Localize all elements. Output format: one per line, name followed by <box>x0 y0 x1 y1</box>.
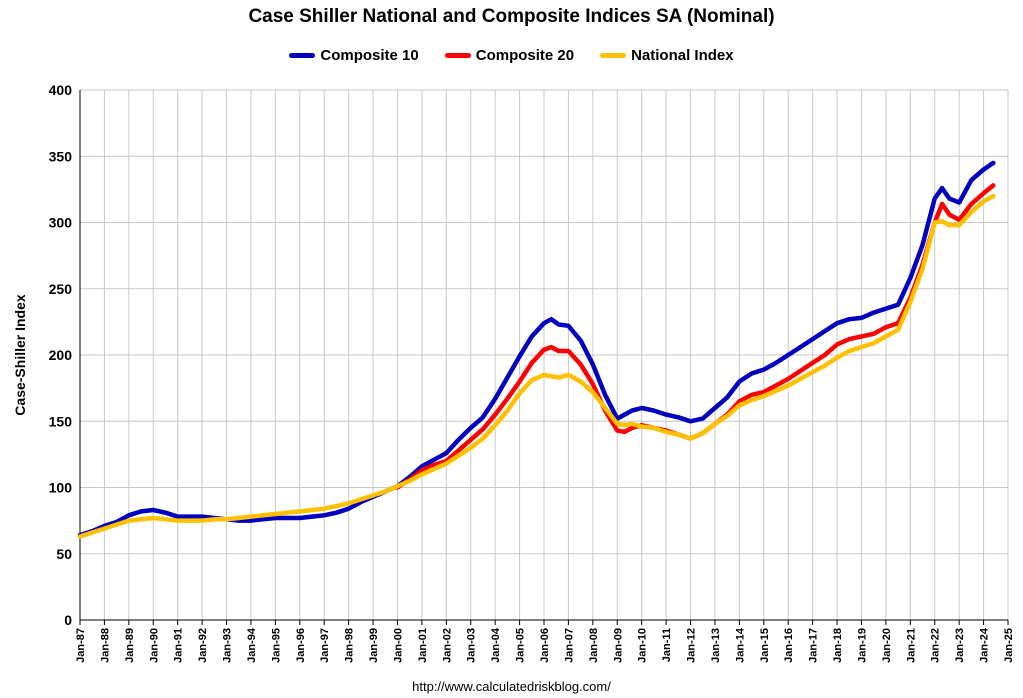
y-tick-label: 0 <box>64 612 72 628</box>
x-tick-label: Jan-07 <box>563 628 575 663</box>
x-tick-label: Jan-00 <box>392 628 404 663</box>
x-tick-label: Jan-91 <box>173 628 185 663</box>
source-url: http://www.calculatedriskblog.com/ <box>412 679 611 694</box>
legend-label-composite-20: Composite 20 <box>475 47 575 64</box>
legend-swatch-composite-10 <box>289 53 316 58</box>
series-line-national-index <box>77 193 996 539</box>
legend-label-composite-10: Composite 10 <box>320 47 419 64</box>
x-tick-label: Jan-21 <box>905 628 917 663</box>
legend-item-national-index: National Index <box>600 47 734 64</box>
x-tick-label: Jan-14 <box>734 627 746 663</box>
x-tick-label: Jan-12 <box>686 628 698 663</box>
x-tick-label: Jan-97 <box>319 628 331 663</box>
x-tick-label: Jan-20 <box>881 628 893 663</box>
y-tick-label: 50 <box>56 546 72 562</box>
x-tick-label: Jan-03 <box>466 628 478 663</box>
x-tick-label: Jan-17 <box>808 628 820 663</box>
x-tick-label: Jan-96 <box>295 628 307 663</box>
x-tick-label: Jan-23 <box>954 628 966 663</box>
y-tick-label: 150 <box>49 413 73 429</box>
x-tick-label: Jan-95 <box>270 628 282 663</box>
x-tick-label: Jan-99 <box>368 628 380 663</box>
legend: Composite 10 Composite 20 National Index <box>0 47 1023 64</box>
x-tick-label: Jan-24 <box>979 627 991 663</box>
x-tick-label: Jan-22 <box>930 628 942 663</box>
x-tick-label: Jan-87 <box>75 628 87 663</box>
x-tick-label: Jan-92 <box>197 628 209 663</box>
x-tick-label: Jan-02 <box>441 628 453 663</box>
y-tick-label: 200 <box>49 347 73 363</box>
x-tick-label: Jan-08 <box>588 628 600 663</box>
y-tick-label: 400 <box>49 82 73 98</box>
x-tick-label: Jan-04 <box>490 627 502 663</box>
x-tick-label: Jan-18 <box>832 628 844 663</box>
y-tick-label: 300 <box>49 215 73 231</box>
x-tick-label: Jan-88 <box>99 628 111 663</box>
series-line-composite-20 <box>395 183 996 490</box>
x-tick-label: Jan-15 <box>759 628 771 663</box>
legend-label-national-index: National Index <box>631 47 734 64</box>
x-tick-label: Jan-06 <box>539 628 551 663</box>
x-tick-label: Jan-09 <box>612 628 624 663</box>
y-tick-label: 350 <box>49 148 73 164</box>
x-tick-label: Jan-93 <box>222 628 234 663</box>
x-tick-label: Jan-16 <box>783 628 795 663</box>
x-tick-label: Jan-94 <box>246 627 258 663</box>
x-tick-label: Jan-90 <box>148 628 160 663</box>
x-tick-label: Jan-10 <box>637 628 649 663</box>
legend-swatch-national-index <box>600 53 627 58</box>
x-tick-label: Jan-89 <box>124 628 136 663</box>
legend-item-composite-10: Composite 10 <box>289 47 419 64</box>
legend-swatch-composite-20 <box>444 53 471 58</box>
y-tick-label: 250 <box>49 281 73 297</box>
x-tick-label: Jan-98 <box>344 628 356 663</box>
y-tick-label: 100 <box>49 480 73 496</box>
x-tick-label: Jan-19 <box>856 628 868 663</box>
x-tick-label: Jan-11 <box>661 628 673 662</box>
legend-item-composite-20: Composite 20 <box>444 47 575 64</box>
x-tick-label: Jan-05 <box>515 628 527 663</box>
x-tick-label: Jan-25 <box>1003 628 1015 663</box>
series-line-composite-10 <box>77 160 996 538</box>
chart-title: Case Shiller National and Composite Indi… <box>248 6 775 27</box>
x-tick-label: Jan-01 <box>417 628 429 663</box>
x-tick-label: Jan-13 <box>710 628 722 663</box>
